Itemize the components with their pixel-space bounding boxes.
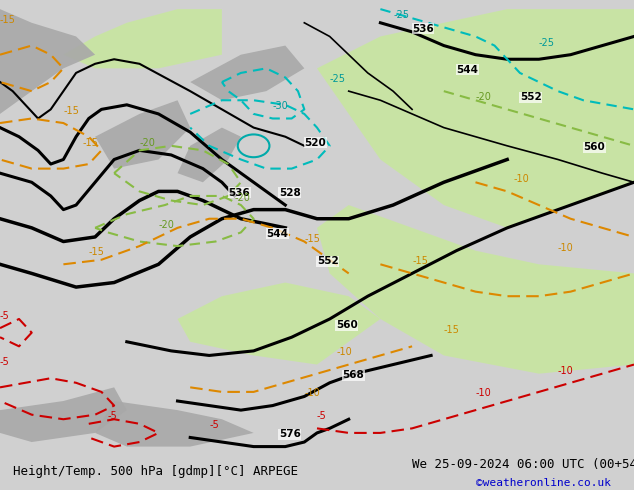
Polygon shape	[317, 205, 634, 374]
Text: -5: -5	[0, 311, 10, 321]
Text: -10: -10	[558, 366, 574, 376]
Polygon shape	[0, 387, 127, 442]
Text: 544: 544	[266, 229, 288, 239]
Text: -25: -25	[539, 38, 555, 48]
Text: -10: -10	[514, 174, 529, 184]
Text: -5: -5	[209, 420, 219, 430]
Text: 576: 576	[279, 429, 301, 440]
Text: 544: 544	[456, 65, 479, 75]
Text: -15: -15	[444, 325, 460, 335]
Polygon shape	[178, 127, 241, 182]
Text: -20: -20	[158, 220, 174, 230]
Text: ©weatheronline.co.uk: ©weatheronline.co.uk	[476, 478, 611, 488]
Text: -25: -25	[330, 74, 346, 84]
Text: -15: -15	[304, 234, 320, 244]
Text: -15: -15	[0, 15, 16, 25]
Text: -10: -10	[476, 389, 491, 398]
Polygon shape	[63, 9, 222, 69]
Text: -5: -5	[0, 357, 10, 367]
Text: 552: 552	[520, 92, 541, 102]
Text: -15: -15	[63, 106, 79, 116]
Text: -5: -5	[317, 411, 327, 421]
Text: Height/Temp. 500 hPa [gdmp][°C] ARPEGE: Height/Temp. 500 hPa [gdmp][°C] ARPEGE	[13, 465, 298, 478]
Text: 568: 568	[342, 370, 364, 380]
Text: 552: 552	[317, 256, 339, 266]
Polygon shape	[95, 401, 254, 446]
Text: 528: 528	[279, 188, 301, 198]
Polygon shape	[190, 46, 304, 100]
Text: -15: -15	[89, 247, 105, 257]
Polygon shape	[317, 9, 634, 228]
Text: 520: 520	[304, 138, 326, 148]
Text: -5: -5	[108, 411, 117, 421]
Polygon shape	[0, 9, 95, 114]
Polygon shape	[95, 100, 190, 169]
Text: 560: 560	[583, 143, 605, 152]
Polygon shape	[178, 283, 380, 365]
Text: -20: -20	[235, 193, 250, 202]
Text: 560: 560	[336, 320, 358, 330]
Text: 536: 536	[412, 24, 434, 34]
Text: -15: -15	[82, 138, 98, 148]
Text: -10: -10	[336, 347, 352, 357]
Text: -10: -10	[304, 389, 320, 398]
Text: -20: -20	[476, 92, 491, 102]
Text: -25: -25	[393, 10, 409, 20]
Text: 536: 536	[228, 188, 250, 198]
Text: -15: -15	[412, 256, 428, 266]
Text: -30: -30	[273, 101, 288, 111]
Text: -20: -20	[139, 138, 155, 148]
Text: We 25-09-2024 06:00 UTC (00+54): We 25-09-2024 06:00 UTC (00+54)	[412, 458, 634, 471]
Text: -10: -10	[558, 243, 574, 253]
